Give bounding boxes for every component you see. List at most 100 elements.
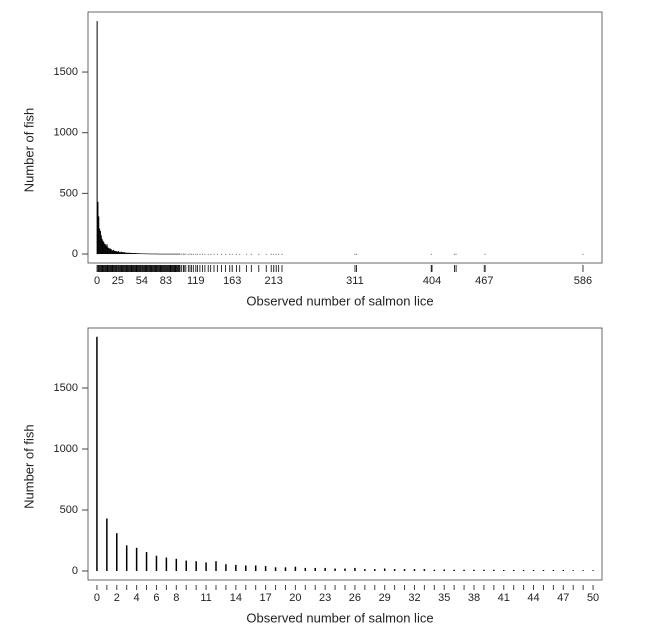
bar	[144, 253, 146, 255]
bar	[139, 253, 141, 255]
bar	[116, 251, 118, 255]
bar	[154, 253, 156, 255]
x-tick-label: 6	[153, 592, 159, 604]
bar	[169, 253, 171, 255]
x-tick-label: 586	[574, 275, 592, 287]
bar	[167, 253, 169, 255]
bar	[275, 253, 277, 255]
bar	[146, 253, 148, 255]
bar	[109, 248, 111, 255]
bar	[156, 253, 158, 255]
bar	[128, 252, 130, 255]
bar	[142, 253, 144, 255]
bar	[235, 564, 237, 571]
bar	[231, 253, 233, 255]
bar	[161, 253, 163, 255]
bar	[225, 564, 227, 571]
bar	[235, 253, 237, 255]
bar	[102, 240, 104, 255]
bar	[192, 253, 194, 255]
bar	[354, 253, 356, 255]
bar	[115, 250, 117, 255]
bar	[141, 253, 143, 255]
bar	[107, 247, 109, 255]
bar	[532, 569, 535, 571]
bar	[473, 569, 475, 571]
x-tick-label: 35	[438, 592, 450, 604]
y-tick-label: 0	[72, 565, 78, 577]
bar	[103, 241, 105, 255]
bar	[185, 253, 187, 255]
bar	[105, 245, 107, 255]
bar	[552, 569, 555, 571]
bar	[131, 253, 133, 255]
bar	[112, 250, 114, 255]
bar	[177, 253, 179, 255]
bar	[165, 253, 167, 255]
bar	[393, 569, 396, 571]
bar	[582, 570, 584, 571]
bar	[99, 228, 101, 255]
y-tick-label: 1000	[54, 443, 78, 455]
bar	[191, 253, 193, 255]
x-tick-label: 119	[187, 275, 205, 287]
bar	[324, 567, 326, 571]
bar	[245, 253, 247, 255]
bar	[572, 570, 574, 571]
bar	[210, 253, 212, 255]
y-axis-label: Number of fish	[21, 424, 36, 509]
bar	[104, 244, 106, 255]
bar	[207, 253, 209, 255]
bar	[270, 253, 272, 255]
x-tick-label: 54	[136, 275, 148, 287]
bar	[356, 253, 358, 255]
bar	[162, 253, 164, 255]
x-tick-label: 0	[94, 592, 100, 604]
bar	[104, 243, 106, 255]
bar	[133, 253, 135, 255]
bar	[413, 569, 416, 571]
bar	[117, 251, 119, 255]
bar	[148, 253, 150, 255]
bar	[216, 253, 218, 255]
x-tick-label: 32	[408, 592, 420, 604]
bar	[152, 253, 154, 255]
bar	[179, 253, 181, 255]
bar	[135, 547, 138, 571]
x-tick-label: 47	[557, 592, 569, 604]
bar	[403, 569, 406, 571]
bar	[149, 253, 151, 255]
x-tick-label: 404	[423, 275, 441, 287]
x-tick-label: 311	[346, 275, 364, 287]
bar	[140, 253, 142, 255]
bar	[195, 253, 197, 255]
bar	[120, 251, 122, 255]
bar	[176, 253, 178, 255]
bar	[205, 562, 207, 571]
bar	[245, 565, 247, 571]
bar	[170, 253, 172, 255]
bar	[148, 253, 150, 255]
bar	[430, 253, 432, 255]
bar	[172, 253, 174, 255]
bar	[113, 249, 115, 255]
bar	[278, 253, 280, 255]
bar	[250, 253, 252, 255]
bar	[195, 561, 197, 571]
x-axis-label: Observed number of salmon lice	[246, 293, 433, 308]
y-tick-label: 500	[60, 504, 78, 516]
bar	[167, 253, 169, 255]
bar	[484, 253, 486, 255]
bar	[220, 253, 222, 255]
bar	[177, 253, 179, 255]
bar	[592, 570, 594, 571]
bar	[173, 253, 175, 255]
bar	[374, 569, 376, 571]
bar	[239, 253, 241, 255]
bar	[151, 253, 153, 255]
bar	[171, 253, 173, 255]
bar	[175, 558, 178, 571]
bar	[453, 253, 455, 255]
bar	[157, 253, 159, 255]
bar	[133, 253, 135, 255]
